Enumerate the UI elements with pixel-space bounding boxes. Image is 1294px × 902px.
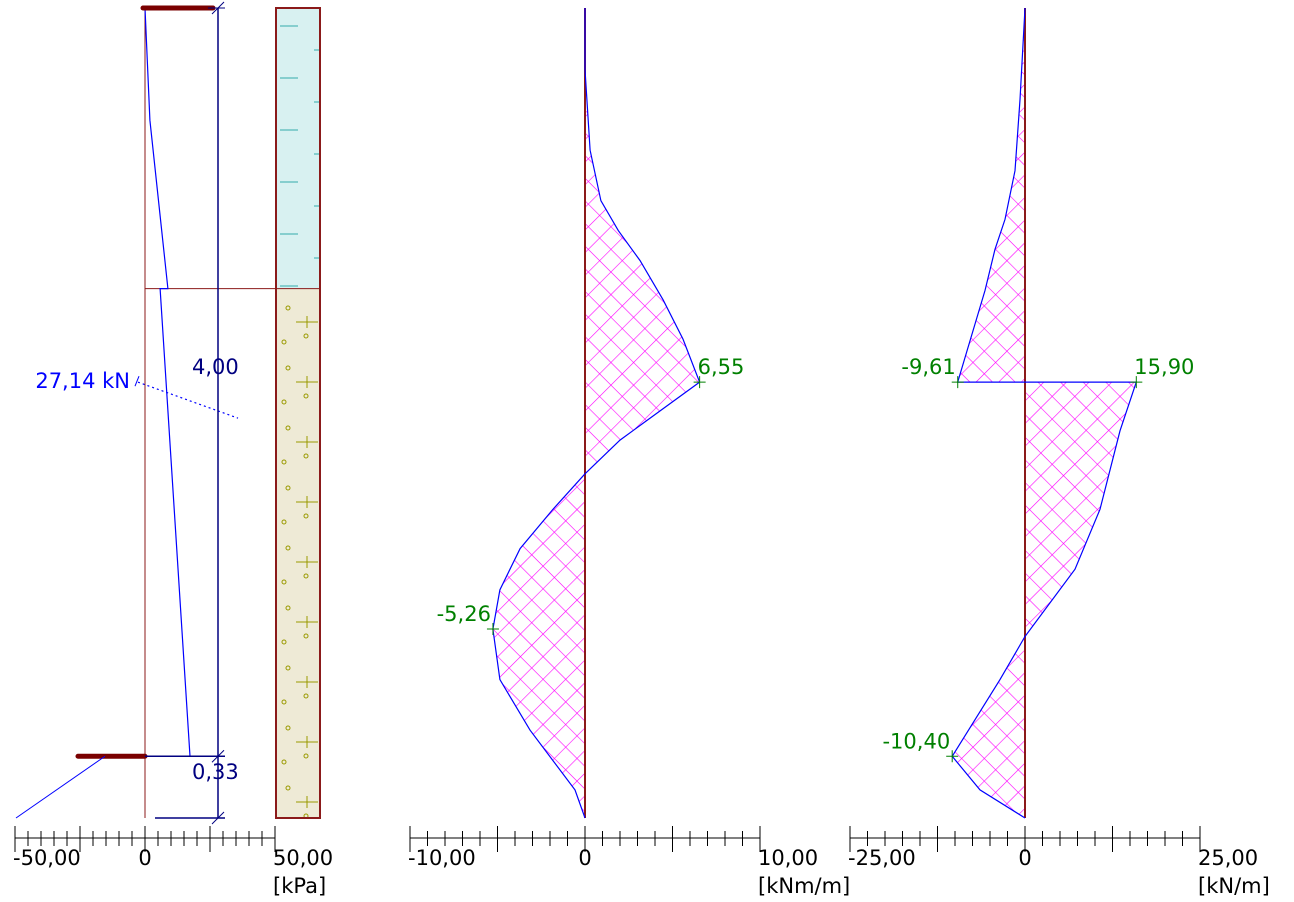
value-label: 15,90 — [1134, 355, 1194, 379]
value-label: -10,40 — [882, 729, 950, 753]
soil-texture — [276, 288, 320, 818]
extreme-marker — [693, 376, 706, 389]
value-label: -9,61 — [901, 355, 955, 379]
soil-column — [275, 7, 321, 819]
extreme-marker — [486, 623, 499, 636]
anchor-head — [134, 375, 140, 387]
x-axis-unit: [kPa] — [273, 874, 326, 898]
pressure-line — [144, 7, 191, 757]
extreme-marker — [1130, 376, 1143, 389]
extreme-marker — [951, 376, 964, 389]
x-tick-label: 25,00 — [1198, 846, 1258, 870]
value-label: -5,26 — [437, 602, 491, 626]
x-tick-label: -25,00 — [848, 846, 916, 870]
x-tick-label: -10,00 — [408, 846, 476, 870]
dimension-label: 0,33 — [192, 760, 239, 784]
x-tick-label: 0 — [1018, 846, 1031, 870]
x-axis-unit: [kNm/m] — [758, 874, 850, 898]
x-tick-label: 10,00 — [758, 846, 818, 870]
diagram-line — [492, 8, 701, 819]
soil-texture — [276, 8, 320, 289]
dimension-slash — [211, 811, 225, 825]
diagram-line — [951, 7, 1138, 819]
area-fill — [492, 8, 700, 818]
value-label: 6,55 — [698, 355, 745, 379]
support-line — [15, 755, 106, 819]
anchor-label: 27,14 kN — [35, 369, 130, 393]
dimension-label: 4,00 — [192, 355, 239, 379]
x-tick-label: 0 — [578, 846, 591, 870]
x-tick-label: -50,00 — [13, 846, 81, 870]
extreme-marker — [946, 750, 959, 763]
anchor-line — [137, 381, 239, 419]
x-tick-label: 0 — [138, 846, 151, 870]
x-tick-label: 50,00 — [273, 846, 333, 870]
x-axis-unit: [kN/m] — [1198, 874, 1270, 898]
area-fill — [952, 8, 1137, 818]
